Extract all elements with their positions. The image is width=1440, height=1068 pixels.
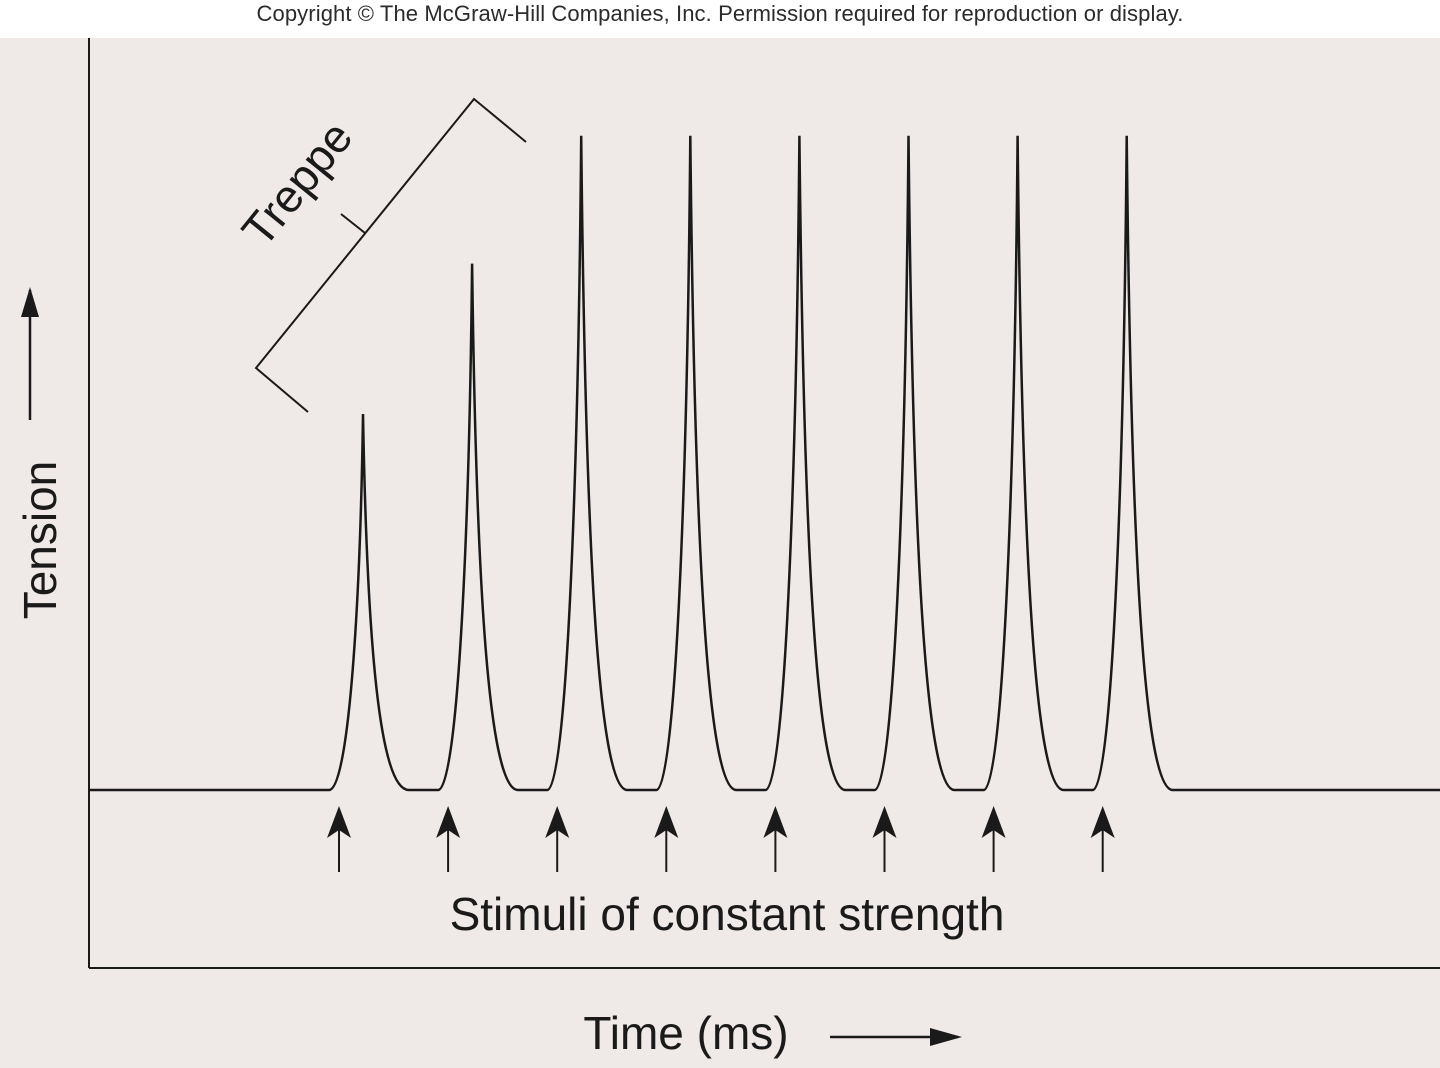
stimulus-arrowhead: [654, 806, 679, 838]
y-axis-label-group: Tension: [14, 461, 66, 620]
stimuli-caption: Stimuli of constant strength: [450, 888, 1005, 940]
tension-trace: [89, 135, 1440, 792]
stimulus-arrowhead: [1090, 806, 1115, 838]
x-axis-direction-arrowhead: [930, 1028, 962, 1046]
treppe-bracket: [254, 97, 527, 413]
treppe-figure: Tension Time (ms) Stimuli of constant st…: [0, 38, 1440, 1068]
copyright-notice: Copyright © The McGraw-Hill Companies, I…: [256, 1, 1184, 26]
plot-panel: [0, 38, 1440, 1068]
stimulus-arrowhead: [327, 806, 351, 838]
stimulus-arrowhead: [545, 806, 570, 838]
stimulus-arrows: [327, 806, 1115, 872]
stimulus-arrowhead: [436, 806, 461, 838]
y-axis-direction-arrowhead: [21, 287, 39, 317]
stimulus-arrowhead: [872, 806, 897, 838]
y-axis-label: Tension: [14, 461, 66, 620]
x-axis-label: Time (ms): [583, 1007, 788, 1059]
stimulus-arrowhead: [981, 806, 1006, 838]
stimulus-arrowhead: [763, 806, 788, 838]
treppe-bracket-tick: [340, 213, 366, 234]
